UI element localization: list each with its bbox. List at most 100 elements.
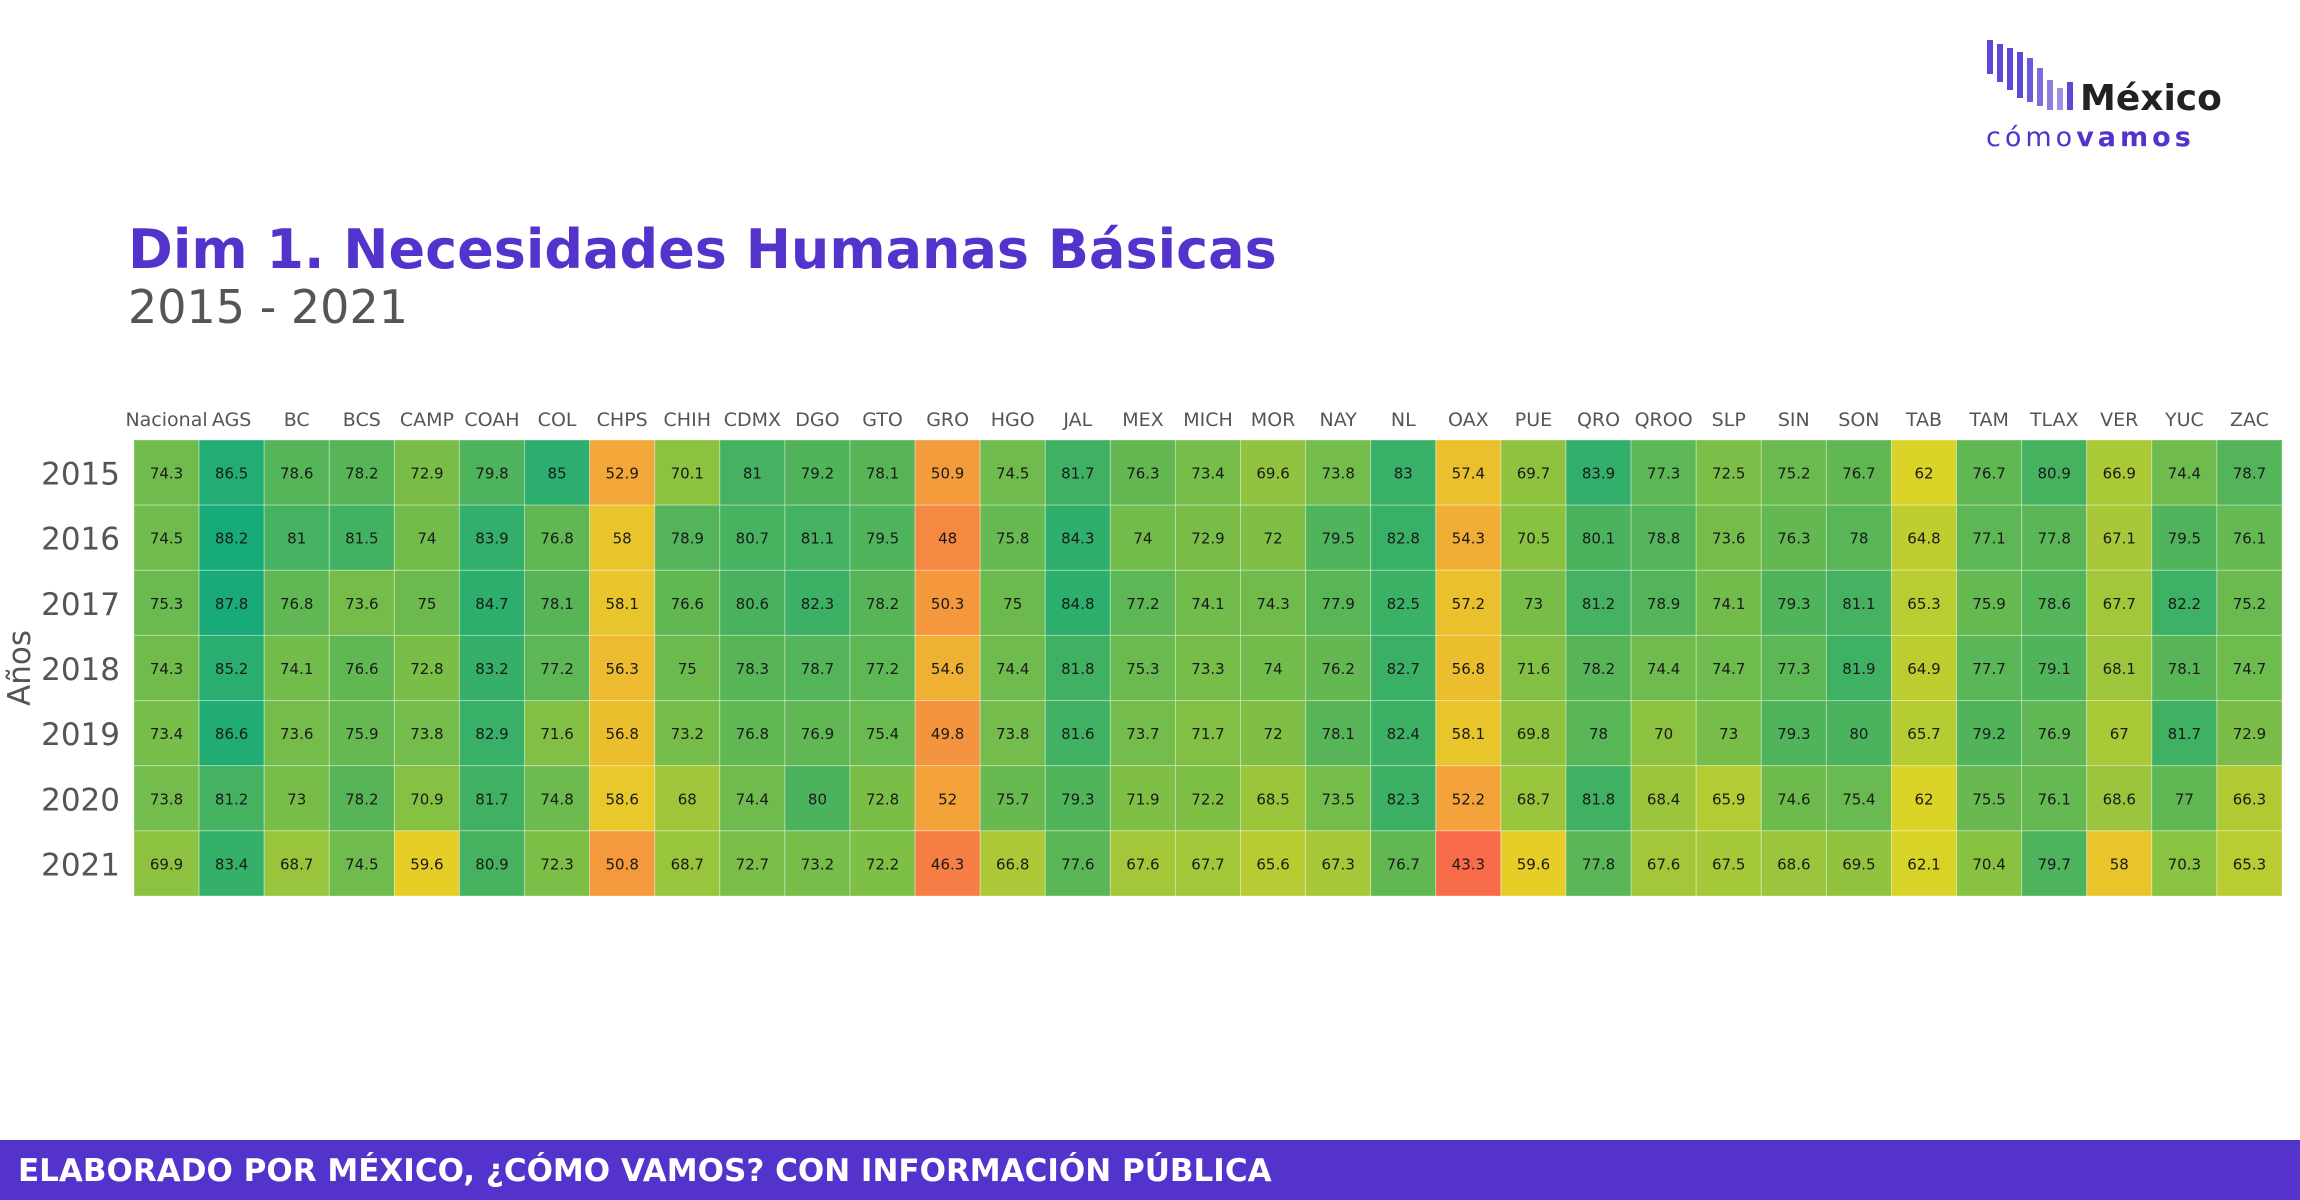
cell-value-label: 77.8 xyxy=(1582,855,1615,873)
cell-value-label: 70.3 xyxy=(2168,855,2201,873)
heatmap-cell xyxy=(524,569,591,636)
heatmap-cell xyxy=(1565,569,1632,636)
cell-value-label: 68.6 xyxy=(2103,790,2136,808)
cell-value-label: 84.7 xyxy=(475,595,508,613)
cell-value-label: 78.1 xyxy=(1321,725,1354,743)
x-tick-label: VER xyxy=(2100,409,2138,431)
cell-value-label: 75.3 xyxy=(1126,660,1159,678)
heatmap-cell xyxy=(133,830,200,897)
cell-value-label: 48 xyxy=(938,530,957,548)
cell-value-label: 76.7 xyxy=(1842,465,1875,483)
cell-value-label: 75.2 xyxy=(1777,465,1810,483)
x-tick-label: MOR xyxy=(1251,409,1296,431)
cell-value-label: 70.1 xyxy=(671,465,704,483)
heatmap-cell xyxy=(1370,439,1437,506)
heatmap-cell xyxy=(198,700,265,767)
cell-value-label: 69.7 xyxy=(1517,465,1550,483)
cell-value-label: 81.2 xyxy=(215,790,248,808)
heatmap-cell xyxy=(589,439,656,506)
heatmap-cell xyxy=(263,439,330,506)
cell-value-label: 79.3 xyxy=(1777,595,1810,613)
heatmap-cell xyxy=(1760,569,1827,636)
heatmap-cell xyxy=(1174,765,1242,832)
heatmap-cell xyxy=(1500,439,1567,506)
heatmap-cell xyxy=(589,569,656,636)
heatmap-cell xyxy=(979,439,1046,506)
heatmap-cell xyxy=(1109,504,1176,571)
heatmap-cell xyxy=(719,439,786,506)
cell-value-label: 80.1 xyxy=(1582,530,1615,548)
cell-value-label: 74.8 xyxy=(540,790,573,808)
cell-value-label: 79.5 xyxy=(2168,530,2201,548)
cell-value-label: 73.5 xyxy=(1321,790,1354,808)
heatmap-cell xyxy=(1825,634,1892,702)
cell-value-label: 74 xyxy=(1133,530,1152,548)
cell-value-label: 73 xyxy=(287,790,306,808)
heatmap-cell xyxy=(2151,504,2218,571)
cell-value-label: 74.4 xyxy=(2168,465,2201,483)
cell-value-label: 78.6 xyxy=(280,465,313,483)
mexico-como-vamos-logo: México cómovamos xyxy=(1986,40,2222,153)
heatmap-cell xyxy=(1565,765,1632,832)
cell-value-label: 62 xyxy=(1914,465,1933,483)
cell-value-label: 76.3 xyxy=(1126,465,1159,483)
cell-value-label: 64.8 xyxy=(1907,530,1940,548)
y-tick-label: 2016 xyxy=(41,522,120,558)
cell-value-label: 67.3 xyxy=(1321,855,1354,873)
x-tick-label: NAY xyxy=(1320,409,1358,431)
cell-value-label: 81.7 xyxy=(2168,725,2201,743)
heatmap-cell xyxy=(784,634,851,702)
heatmap-cell xyxy=(1240,765,1307,832)
heatmap-cell xyxy=(2021,830,2088,897)
cell-value-label: 77.6 xyxy=(1061,855,1094,873)
heatmap-cell xyxy=(1174,634,1242,702)
heatmap-cell xyxy=(1044,830,1111,897)
cell-value-label: 50.3 xyxy=(931,595,964,613)
y-tick-label: 2020 xyxy=(41,782,120,818)
cell-value-label: 58.6 xyxy=(605,790,638,808)
cell-value-label: 58.1 xyxy=(605,595,638,613)
heatmap-cell xyxy=(1565,700,1632,767)
heatmap-cell xyxy=(979,634,1046,702)
x-tick-label: CAMP xyxy=(400,409,454,431)
heatmap-cell xyxy=(2216,830,2283,897)
heatmap-cell xyxy=(263,569,330,636)
heatmap-cell xyxy=(1630,700,1697,767)
cell-value-label: 80 xyxy=(1849,725,1868,743)
x-tick-label: HGO xyxy=(991,409,1035,431)
heatmap-cell xyxy=(654,504,721,571)
heatmap-cell xyxy=(1370,700,1437,767)
cell-value-label: 74.4 xyxy=(736,790,769,808)
cell-value-label: 78.1 xyxy=(866,465,899,483)
cell-value-label: 81.5 xyxy=(345,530,378,548)
heatmap-cell xyxy=(1174,504,1242,571)
chart-subtitle: 2015 - 2021 xyxy=(128,280,408,334)
cell-value-label: 68.5 xyxy=(1256,790,1289,808)
heatmap-cell xyxy=(2086,830,2153,897)
heatmap-cell xyxy=(1695,439,1762,506)
cell-value-label: 79.2 xyxy=(1972,725,2005,743)
cell-value-label: 67.7 xyxy=(1191,855,1224,873)
cell-value-label: 74.3 xyxy=(150,660,183,678)
heatmap-cell xyxy=(524,830,591,897)
cell-value-label: 75.4 xyxy=(1842,790,1875,808)
logo-bars-icon xyxy=(1987,40,2073,110)
heatmap-cell xyxy=(979,765,1046,832)
cell-value-label: 73.4 xyxy=(150,725,183,743)
heatmap-cell xyxy=(458,700,526,767)
cell-value-label: 85 xyxy=(548,465,567,483)
cell-value-label: 78.6 xyxy=(2037,595,2070,613)
heatmap-cell xyxy=(1109,700,1176,767)
x-tick-label: QRO xyxy=(1577,409,1620,431)
cell-value-label: 67.7 xyxy=(2103,595,2136,613)
cell-value-label: 62.1 xyxy=(1907,855,1940,873)
heatmap-cell xyxy=(849,504,916,571)
x-tick-label: BCS xyxy=(343,409,381,431)
cell-value-label: 81 xyxy=(743,465,762,483)
cell-value-label: 73.8 xyxy=(1321,465,1354,483)
heatmap-cell xyxy=(1240,439,1307,506)
heatmap-cell xyxy=(2021,700,2088,767)
y-tick-label: 2018 xyxy=(41,652,120,688)
heatmap-cell xyxy=(1370,634,1437,702)
cell-value-label: 68.7 xyxy=(671,855,704,873)
